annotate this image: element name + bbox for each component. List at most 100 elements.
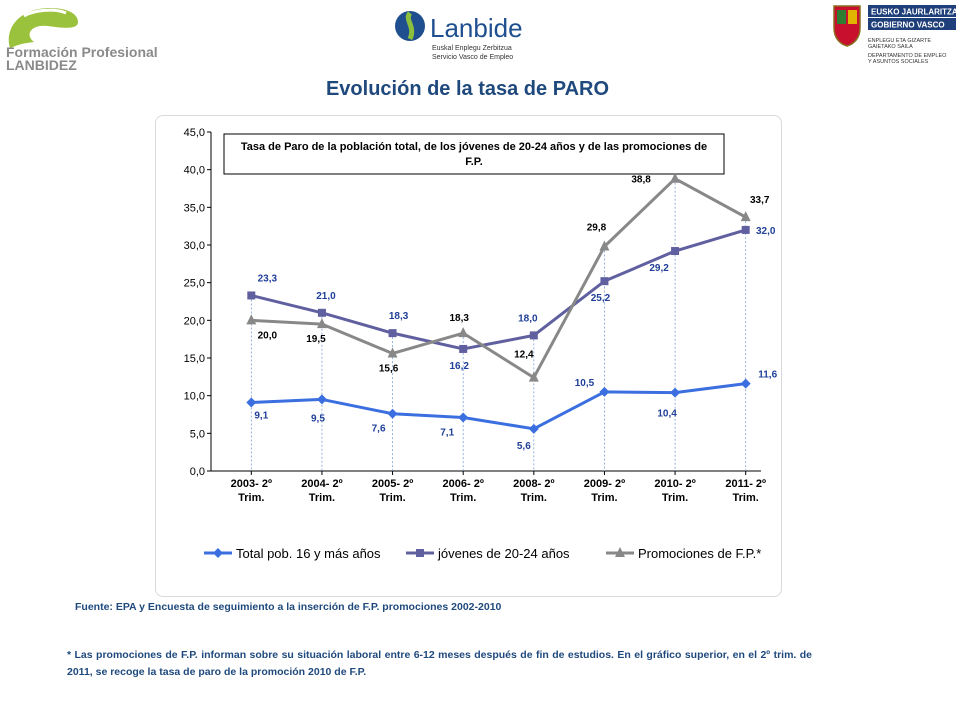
series-2-point (740, 211, 751, 222)
chart-title-box (223, 133, 725, 175)
series-0-point (670, 387, 681, 398)
x-tick-label: Trim. (733, 492, 759, 504)
series-0-data-label: 10,4 (657, 409, 677, 420)
series-line-0 (251, 382, 746, 431)
series-line-1 (250, 228, 747, 351)
series-1-data-label: 25,2 (591, 293, 611, 304)
series-2-data-label: 38,8 (631, 175, 651, 186)
series-0-data-label: 9,1 (254, 410, 268, 421)
series-2-point (528, 371, 539, 382)
series-2-point (387, 347, 398, 358)
y-tick-label: 15,0 (184, 353, 205, 365)
svg-text:Euskal Enplegu Zerbitzua: Euskal Enplegu Zerbitzua (432, 45, 512, 52)
y-tick-label: 45,0 (184, 127, 205, 139)
y-tick-label: 5,0 (190, 428, 205, 440)
series-1-data-label: 32,0 (756, 226, 776, 237)
series-2-data-label: 33,7 (750, 195, 770, 206)
series-2-data-label: 18,3 (449, 313, 469, 324)
y-tick-label: 30,0 (184, 240, 205, 252)
series-1-data-label: 18,3 (389, 311, 409, 322)
series-0-data-label: 10,5 (575, 378, 595, 389)
series-1-point (459, 344, 468, 353)
svg-text:Lanbide: Lanbide (430, 13, 523, 43)
x-tick-label: 2003- 2º (231, 478, 272, 490)
svg-text:Y ASUNTOS SOCIALES: Y ASUNTOS SOCIALES (868, 59, 929, 65)
series-1-data-label: 29,2 (649, 263, 669, 274)
x-tick-label: Trim. (521, 492, 547, 504)
series-1-data-label: 23,3 (258, 273, 278, 284)
series-1-point (529, 331, 538, 340)
y-tick-label: 10,0 (184, 391, 205, 403)
series-0-data-label: 7,6 (372, 424, 386, 435)
svg-text:EUSKO JAURLARITZA: EUSKO JAURLARITZA (871, 8, 958, 17)
x-tick-label: 2005- 2º (372, 478, 413, 490)
y-tick-label: 25,0 (184, 278, 205, 290)
series-2-data-label: 29,8 (587, 223, 607, 234)
series-2-point (458, 327, 469, 338)
series-0-point (528, 423, 539, 434)
legend-marker-2 (615, 547, 625, 557)
series-2-point (599, 240, 610, 251)
series-2-point (246, 314, 257, 325)
chart-title: F.P. (465, 156, 483, 168)
x-tick-label: Trim. (379, 492, 405, 504)
series-2-point (316, 318, 327, 329)
y-tick-label: 40,0 (184, 165, 205, 177)
x-tick-label: 2011- 2º (725, 478, 766, 490)
page-title: Evolución de la tasa de PARO (325, 78, 610, 100)
line-chart: 0,0 5,0 10,0 15,0 20,0 25,0 30,0 35,0 40,0 45,0 20… (184, 127, 778, 561)
series-1-point (600, 277, 609, 286)
x-tick-label: Trim. (450, 492, 476, 504)
y-tick-label: 35,0 (184, 202, 205, 214)
series-0-data-label: 7,1 (440, 428, 454, 439)
formacion-profesional-logo: Formación Profesional LANBIDEZ (6, 8, 158, 72)
gobierno-vasco-logo: EUSKO JAURLARITZA GOBIERNO VASCO ENPLEGU… (833, 5, 958, 65)
chart-title: Tasa de Paro de la población total, de l… (241, 141, 707, 153)
series-0-point (387, 408, 398, 419)
series-line-2 (251, 177, 747, 380)
series-0-point (599, 386, 610, 397)
x-tick-label: 2010- 2º (654, 478, 695, 490)
series-1-point (741, 225, 750, 234)
legend-label-2: Promociones de F.P.* (638, 546, 761, 561)
series-0-point (316, 394, 327, 405)
y-tick-label: 20,0 (184, 315, 205, 327)
series-0-data-label: 5,6 (517, 441, 531, 452)
x-tick-label: Trim. (238, 492, 264, 504)
series-0-point (246, 397, 257, 408)
lanbide-logo: Lanbide Euskal Enplegu Zerbitzua Servici… (395, 11, 523, 61)
svg-text:DEPARTAMENTO DE EMPLEO: DEPARTAMENTO DE EMPLEO (868, 53, 947, 59)
legend-label-1: jóvenes de 20-24 años (437, 546, 570, 561)
x-tick-label: 2006- 2º (443, 478, 484, 490)
x-tick-label: 2009- 2º (584, 478, 625, 490)
series-1-data-label: 21,0 (316, 291, 336, 302)
svg-text:Servicio Vasco de Empleo: Servicio Vasco de Empleo (432, 54, 513, 61)
series-0-data-label: 11,6 (758, 370, 777, 381)
svg-text:Formación Profesional: Formación Profesional (6, 44, 158, 60)
series-2-point (670, 172, 681, 183)
x-tick-label: Trim. (309, 492, 335, 504)
svg-text:ENPLEGU ETA GIZARTE: ENPLEGU ETA GIZARTE (868, 38, 931, 44)
series-2-data-label: 12,4 (514, 350, 534, 361)
x-tick-label: 2008- 2º (513, 478, 554, 490)
series-2-data-label: 19,5 (306, 334, 326, 345)
y-tick-label: 0,0 (190, 466, 205, 478)
series-0-point (740, 378, 751, 389)
series-2-data-label: 15,6 (379, 363, 399, 374)
x-tick-label: Trim. (591, 492, 617, 504)
series-2-data-label: 20,0 (258, 330, 278, 341)
series-1-data-label: 16,2 (449, 361, 469, 372)
x-tick-label: 2004- 2º (301, 478, 342, 490)
series-1-point (317, 308, 326, 317)
series-1-point (388, 329, 397, 338)
series-0-data-label: 9,5 (311, 413, 325, 424)
series-0-point (458, 412, 469, 423)
svg-text:LANBIDEZ: LANBIDEZ (6, 57, 77, 72)
x-tick-label: Trim. (662, 492, 688, 504)
series-1-point (671, 247, 680, 256)
legend-marker-1 (416, 549, 424, 557)
legend-marker-0 (213, 548, 223, 558)
footnote: * Las promociones de F.P. informan sobre… (67, 649, 812, 678)
series-1-data-label: 18,0 (518, 313, 538, 324)
chart-container: 0,0 5,0 10,0 15,0 20,0 25,0 30,0 35,0 40,0 45,0 20… (155, 115, 782, 597)
